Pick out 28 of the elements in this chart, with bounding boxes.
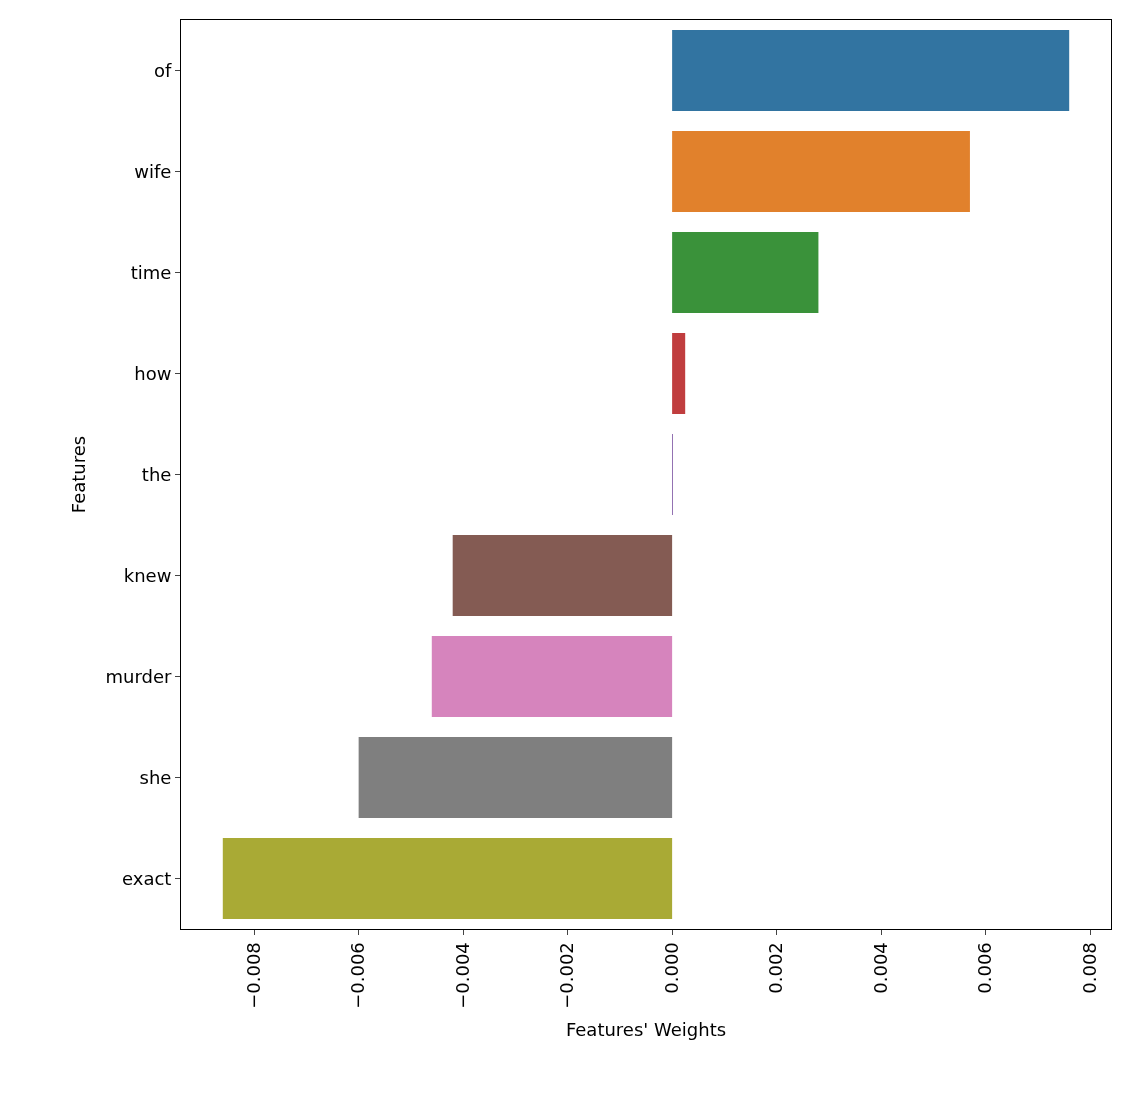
bar — [672, 30, 1070, 111]
bar — [431, 636, 673, 717]
bar — [222, 838, 673, 919]
x-tick-label: 0.004 — [869, 942, 891, 994]
x-tick-label: −0.002 — [556, 942, 578, 1009]
x-tick-label: 0.006 — [974, 942, 996, 994]
bar — [358, 737, 673, 818]
y-axis-title: Features — [67, 435, 89, 514]
x-tick-label: 0.008 — [1078, 942, 1100, 994]
x-tick-label: 0.002 — [765, 942, 787, 994]
y-tick-label: she — [139, 766, 172, 788]
y-tick-label: time — [130, 261, 172, 283]
bar — [672, 232, 819, 313]
x-axis-title: Features' Weights — [565, 1018, 727, 1040]
x-tick-label: −0.006 — [347, 942, 369, 1009]
y-tick-label: the — [141, 463, 172, 485]
y-tick-label: exact — [121, 867, 172, 889]
x-tick-label: −0.008 — [243, 942, 264, 1009]
bar — [672, 333, 686, 414]
y-tick-label: knew — [123, 564, 172, 586]
y-tick-label: how — [134, 362, 172, 384]
bar — [452, 535, 673, 616]
x-tick-label: −0.004 — [451, 942, 473, 1009]
y-tick-label: murder — [105, 665, 172, 687]
y-tick-label: of — [154, 59, 173, 81]
bar — [672, 131, 970, 212]
y-tick-label: wife — [134, 160, 172, 182]
x-tick-label: 0.000 — [660, 942, 682, 994]
